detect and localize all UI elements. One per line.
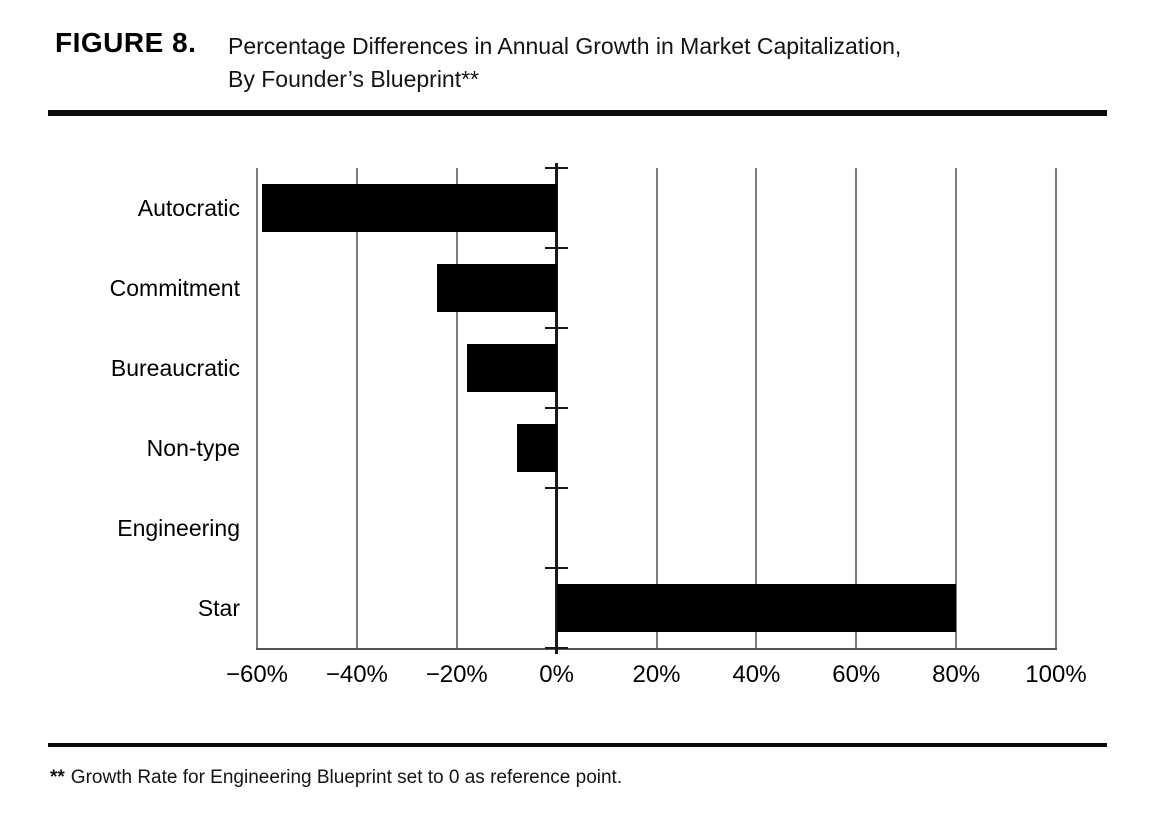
zero-axis-tick (545, 567, 569, 569)
gridline-80 (955, 168, 958, 648)
category-label-star: Star (197, 595, 240, 621)
gridline-100 (1055, 168, 1057, 648)
x-axis-label-40: 40% (732, 661, 781, 688)
x-axis-label-100: 100% (1025, 661, 1087, 688)
gridline-20 (655, 168, 658, 648)
figure-label: FIGURE 8. (55, 27, 197, 58)
x-axis-label-20: 20% (632, 661, 681, 688)
figure-title-line2: By Founder’s Blueprint** (228, 66, 480, 92)
category-label-bureaucratic: Bureaucratic (110, 355, 240, 381)
bar-commitment (436, 264, 557, 312)
zero-axis-tick (545, 167, 569, 169)
x-axis-label-60: 60% (832, 661, 881, 688)
gridline--40 (355, 168, 358, 648)
gridline-40 (755, 168, 758, 648)
zero-axis-tick (545, 487, 569, 489)
title-divider-rule (48, 110, 1107, 116)
x-axis-label-80: 80% (932, 661, 981, 688)
zero-axis-tick (545, 647, 569, 649)
x-axis-label--20: −20% (425, 661, 488, 688)
bar-bureaucratic (466, 344, 557, 392)
x-axis-label--40: −40% (325, 661, 388, 688)
figure-title: Percentage Differences in Annual Growth … (228, 30, 901, 96)
footnote: ** Growth Rate for Engineering Blueprint … (50, 767, 622, 789)
footnote-text: Growth Rate for Engineering Blueprint se… (70, 767, 623, 788)
gridline-60 (855, 168, 858, 648)
gridline--20 (455, 168, 458, 648)
bar-autocratic (261, 184, 557, 232)
category-label-non-type: Non-type (146, 435, 240, 461)
zero-axis-tick (545, 327, 569, 329)
category-label-commitment: Commitment (109, 275, 240, 301)
category-label-autocratic: Autocratic (137, 195, 240, 221)
figure-title-line1: Percentage Differences in Annual Growth … (228, 33, 902, 59)
x-axis-label-0: 0% (539, 661, 574, 688)
category-label-engineering: Engineering (117, 515, 240, 541)
zero-axis-tick (545, 247, 569, 249)
bar-star (556, 584, 957, 632)
footnote-divider-rule (48, 743, 1107, 747)
footnote-marker: ** (50, 767, 65, 788)
bar-non-type (516, 424, 557, 472)
x-axis-baseline (256, 648, 1057, 650)
zero-axis-tick (545, 407, 569, 409)
x-axis-label--60: −60% (225, 661, 289, 688)
gridline--60 (256, 168, 258, 648)
